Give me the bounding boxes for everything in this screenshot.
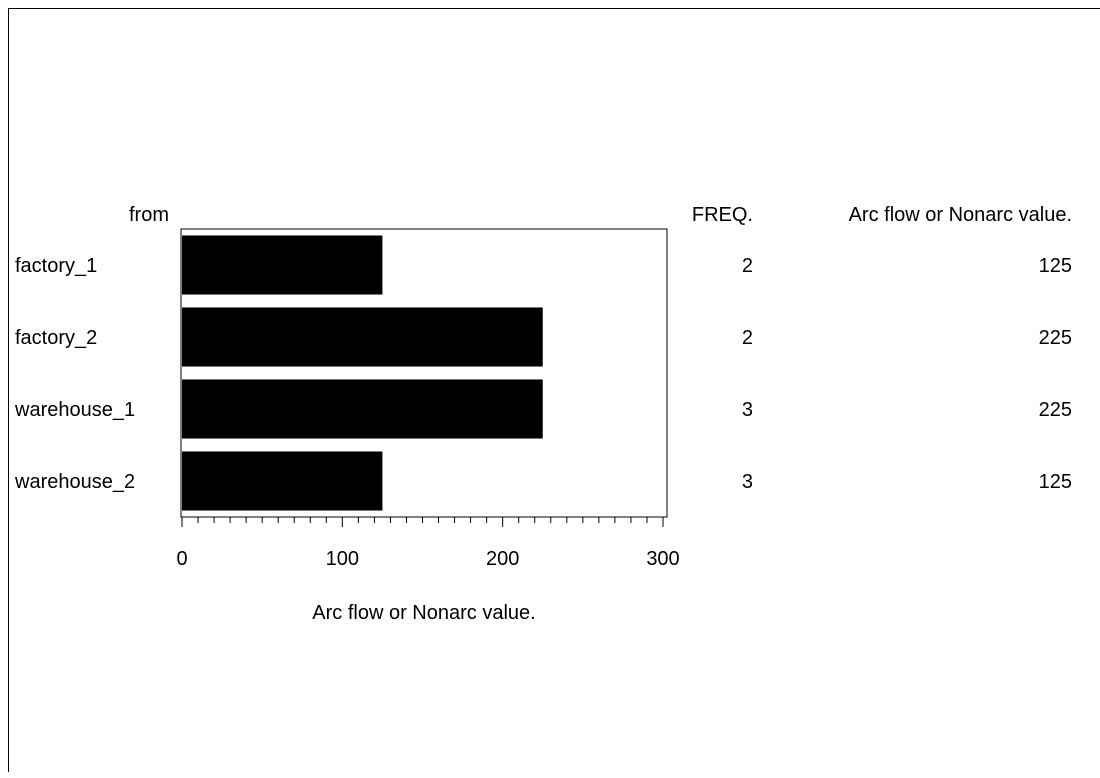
freq-cell: 2 bbox=[742, 327, 753, 349]
category-label: factory_1 bbox=[15, 255, 97, 277]
bar-warehouse-1 bbox=[182, 379, 543, 439]
x-tick-label: 300 bbox=[646, 548, 679, 570]
x-tick-label: 100 bbox=[326, 548, 359, 570]
bar-chart: from FREQ. Arc flow or Nonarc value. 0 10… bbox=[14, 204, 1072, 624]
category-label: warehouse_1 bbox=[14, 399, 135, 421]
freq-cell: 2 bbox=[742, 255, 753, 277]
bar-warehouse-2 bbox=[182, 451, 383, 511]
value-cell: 125 bbox=[1039, 471, 1072, 493]
bar-factory-1 bbox=[182, 235, 383, 295]
value-cell: 225 bbox=[1039, 327, 1072, 349]
bar-factory-2 bbox=[182, 307, 543, 367]
plot-area bbox=[180, 228, 668, 518]
category-header: from bbox=[129, 204, 169, 226]
freq-cell: 3 bbox=[742, 471, 753, 493]
chart-frame: from FREQ. Arc flow or Nonarc value. 0 10… bbox=[8, 8, 1100, 772]
value-cell: 225 bbox=[1039, 399, 1072, 421]
freq-cell: 3 bbox=[742, 399, 753, 421]
category-label: warehouse_2 bbox=[14, 471, 135, 493]
x-axis-label: Arc flow or Nonarc value. bbox=[312, 602, 535, 624]
value-cell: 125 bbox=[1039, 255, 1072, 277]
x-tick-label: 0 bbox=[176, 548, 187, 570]
x-tick-label: 200 bbox=[486, 548, 519, 570]
value-header: Arc flow or Nonarc value. bbox=[849, 204, 1072, 226]
freq-header: FREQ. bbox=[692, 204, 753, 226]
category-label: factory_2 bbox=[15, 327, 97, 349]
